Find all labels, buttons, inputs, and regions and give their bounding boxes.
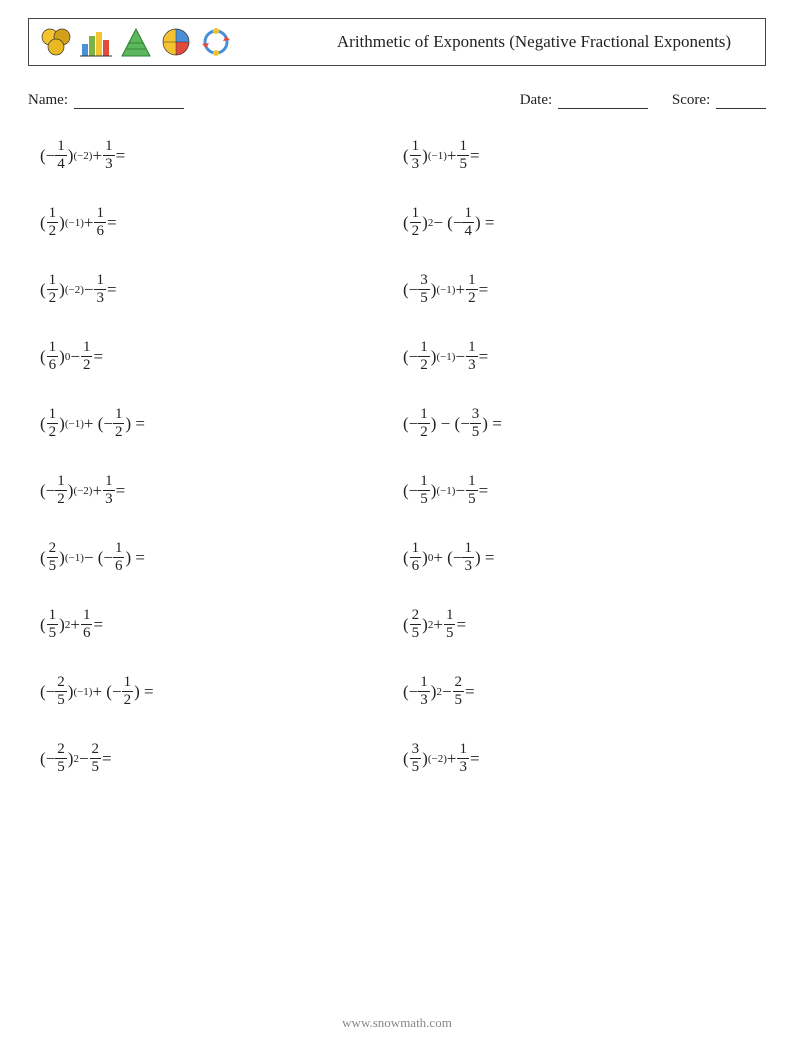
triangle-icon — [119, 26, 153, 58]
problem: (−14)(−2) + 13 = — [40, 139, 403, 172]
problem: (15)2 + 16 = — [40, 608, 403, 641]
problems-grid: (−14)(−2) + 13 =(13)(−1) + 15 = (12)(−1) … — [28, 139, 766, 775]
problem: (−12) − (−35) = — [403, 407, 766, 440]
problem: (13)(−1) + 15 = — [403, 139, 766, 172]
problem: (−13)2 − 25 = — [403, 675, 766, 708]
problem: (25)(−1) − (−16) = — [40, 541, 403, 574]
worksheet-header: Arithmetic of Exponents (Negative Fracti… — [28, 18, 766, 66]
problem: (−25)2 − 25 = — [40, 742, 403, 775]
problem: (35)(−2) + 13 = — [403, 742, 766, 775]
problem: (12)2 − (−14) = — [403, 206, 766, 239]
problem: (−35)(−1) + 12 = — [403, 273, 766, 306]
circles-icon — [39, 26, 73, 58]
problem: (12)(−1) + (−12) = — [40, 407, 403, 440]
pie-chart-icon — [159, 26, 193, 58]
header-icons — [39, 26, 233, 58]
date-label: Date: — [520, 92, 552, 108]
score-label: Score: — [672, 92, 710, 108]
worksheet-title: Arithmetic of Exponents (Negative Fracti… — [233, 32, 755, 52]
date-blank[interactable] — [558, 108, 648, 109]
name-label: Name: — [28, 92, 68, 108]
cycle-icon — [199, 26, 233, 58]
problem: (16)0 + (−13) = — [403, 541, 766, 574]
bar-chart-icon — [79, 26, 113, 58]
problem: (16)0 − 12 = — [40, 340, 403, 373]
meta-row: Name: Date: Score: — [28, 92, 766, 109]
footer-url: www.snowmath.com — [0, 1015, 794, 1031]
name-blank[interactable] — [74, 108, 184, 109]
problem: (−15)(−1) − 15 = — [403, 474, 766, 507]
problem: (12)(−1) + 16 = — [40, 206, 403, 239]
problem: (−12)(−2) + 13 = — [40, 474, 403, 507]
problem: (12)(−2) − 13 = — [40, 273, 403, 306]
problem: (−25)(−1) + (−12) = — [40, 675, 403, 708]
problem: (25)2 + 15 = — [403, 608, 766, 641]
problem: (−12)(−1) − 13 = — [403, 340, 766, 373]
score-blank[interactable] — [716, 108, 766, 109]
